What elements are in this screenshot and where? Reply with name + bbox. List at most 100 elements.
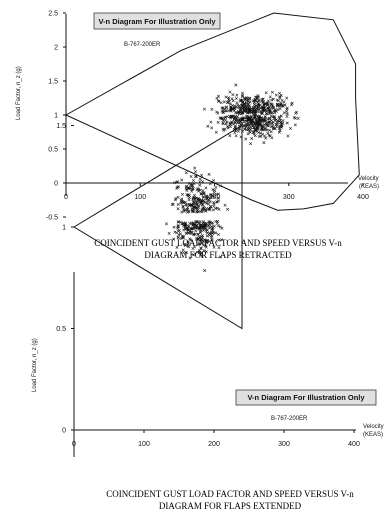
data-point [266, 117, 270, 121]
data-point [269, 103, 273, 107]
data-point [174, 196, 178, 200]
chart-subtitle: B-767-200ER [271, 416, 308, 422]
data-point [179, 232, 183, 236]
data-point [187, 224, 191, 228]
data-point [226, 124, 230, 128]
data-point [246, 100, 250, 104]
data-point [172, 225, 176, 229]
data-point [207, 172, 211, 176]
data-point [249, 142, 253, 146]
data-point [254, 109, 258, 113]
data-point [231, 99, 235, 103]
data-point [228, 90, 232, 94]
data-point [207, 239, 211, 243]
data-point [201, 220, 205, 224]
data-point [216, 120, 220, 124]
data-point [293, 123, 297, 127]
data-point [231, 114, 235, 118]
data-point [201, 180, 205, 184]
data-point [185, 226, 189, 230]
data-point [274, 109, 277, 113]
data-point [171, 202, 175, 206]
data-point [279, 101, 283, 105]
data-point [285, 96, 289, 100]
data-point [202, 107, 206, 111]
data-point [271, 124, 275, 128]
data-point [246, 132, 250, 136]
data-point [188, 222, 192, 226]
data-point [248, 97, 252, 101]
data-point [199, 252, 202, 256]
data-point [256, 95, 260, 99]
data-point [238, 118, 242, 122]
data-point [254, 98, 257, 102]
data-point [204, 227, 208, 231]
data-point [173, 181, 177, 185]
data-point [262, 118, 266, 122]
caption-line1: COINCIDENT GUST LOAD FACTOR AND SPEED VE… [106, 489, 354, 499]
data-point [278, 128, 282, 132]
data-point [235, 93, 239, 97]
y-tick-label: 1 [62, 225, 66, 232]
data-point [224, 118, 228, 122]
data-point [264, 91, 268, 95]
data-point [181, 248, 185, 252]
data-point [214, 130, 218, 134]
data-point [269, 118, 273, 122]
data-point [212, 191, 216, 195]
data-point [292, 115, 296, 119]
data-point [196, 232, 200, 236]
data-point [229, 105, 233, 109]
data-point [194, 206, 198, 210]
data-point [197, 221, 201, 225]
caption-line2: DIAGRAM FOR FLAPS RETRACTED [144, 250, 292, 260]
data-point [198, 225, 202, 229]
data-point [191, 246, 195, 250]
data-point [274, 93, 278, 97]
data-point [191, 196, 195, 200]
data-point [261, 105, 265, 109]
data-point [223, 115, 227, 119]
data-point [285, 107, 289, 111]
data-point [260, 124, 264, 128]
data-point [244, 137, 248, 141]
data-point [205, 234, 209, 238]
y-tick-label: 1.5 [48, 79, 58, 86]
data-point [187, 186, 191, 190]
data-point [236, 109, 240, 113]
data-point [196, 197, 200, 201]
data-point [205, 241, 209, 245]
data-point [217, 207, 221, 211]
data-point [192, 226, 196, 230]
data-point [255, 125, 259, 129]
data-point [196, 189, 200, 193]
data-point [251, 130, 255, 134]
data-point [249, 121, 253, 125]
data-point [241, 103, 245, 107]
data-point [218, 225, 222, 229]
data-point [264, 136, 268, 140]
data-point [247, 129, 251, 133]
data-point [198, 236, 202, 240]
data-point [206, 197, 209, 201]
data-point [295, 110, 299, 114]
data-point [268, 110, 272, 114]
data-point [191, 187, 195, 191]
data-point [210, 225, 214, 229]
data-point [272, 106, 276, 110]
data-point [229, 109, 233, 113]
data-point [253, 123, 257, 127]
data-point [186, 231, 190, 235]
data-point [212, 245, 216, 249]
data-point [223, 109, 227, 113]
data-point [260, 116, 264, 120]
vn-envelope [73, 124, 243, 330]
data-point [230, 120, 234, 124]
data-point [181, 205, 185, 209]
x-tick-label: 200 [208, 441, 220, 448]
data-point [192, 232, 196, 236]
data-point [285, 114, 289, 118]
data-point [199, 223, 203, 227]
data-point [266, 131, 270, 135]
data-point [278, 96, 282, 100]
